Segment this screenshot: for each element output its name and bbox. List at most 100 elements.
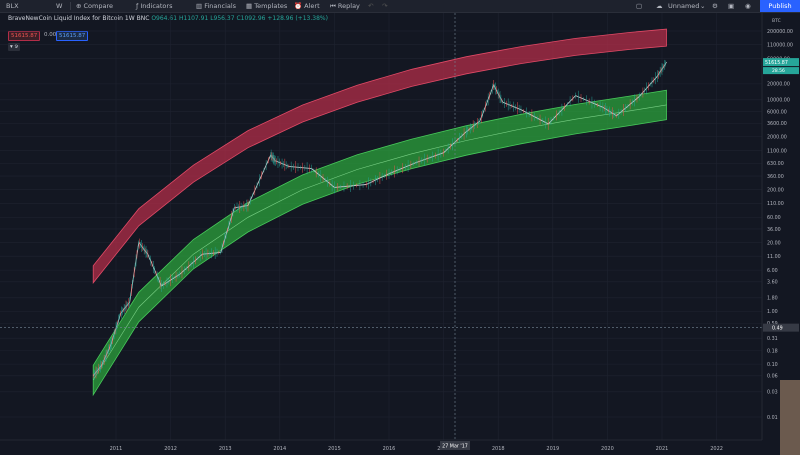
time-tick-label: 2011 [110, 446, 123, 452]
currency-label: BTC [772, 18, 781, 24]
settings-icon[interactable]: ⚙ [712, 2, 718, 10]
time-tick-label: 2021 [656, 446, 669, 452]
financials-button[interactable]: ▥ Financials [196, 0, 236, 12]
crosshair [0, 13, 762, 440]
price-tick-label: 0.18 [767, 348, 778, 354]
price-tick-label: 200000.00 [767, 29, 793, 35]
camera-icon[interactable]: ◉ [745, 2, 751, 10]
price-tick-label: 20000.00 [767, 82, 790, 88]
toolbar-divider [70, 2, 71, 10]
legend-open: O964.61 [151, 15, 178, 22]
value-box-red: 51615.87 [8, 31, 41, 41]
time-tick-label: 2020 [601, 446, 614, 452]
price-tick-label: 110.00 [767, 201, 784, 207]
financials-icon: ▥ [196, 2, 205, 10]
price-tick-label: 110000.00 [767, 43, 793, 49]
time-axis[interactable]: 2011201220132014201520162017201820192020… [0, 439, 800, 455]
price-axis[interactable]: BTC200000.00110000.0060000.0020000.00100… [761, 13, 800, 440]
lower-band [92, 89, 667, 397]
last-price-sub-marker [763, 67, 799, 75]
price-tick-label: 3600.00 [767, 121, 787, 127]
alert-button[interactable]: ⏰ Alert [294, 0, 320, 12]
price-tick-label: 0.06 [767, 374, 778, 380]
chevron-icon: ▾ [10, 44, 15, 50]
price-tick-label: 11.00 [767, 254, 781, 260]
last-price-marker [763, 58, 799, 67]
value-box-mid: 0.00 [44, 32, 57, 38]
cursor-date-label: 27 Mar '17 [442, 444, 468, 450]
compare-label: Compare [83, 2, 114, 10]
price-tick-label: 200.00 [767, 187, 784, 193]
legend-close: C1092.96 [236, 15, 266, 22]
replay-label: Replay [337, 2, 360, 10]
time-axis-background [0, 440, 800, 455]
chart-grid [0, 13, 762, 440]
replay-button[interactable]: ⏮ Replay [330, 0, 360, 12]
price-tick-label: 0.31 [767, 336, 778, 342]
legend-low: L956.37 [210, 15, 235, 22]
undo-icon[interactable]: ↶ [368, 2, 374, 10]
price-tick-label: 1.00 [767, 309, 778, 315]
value-box-blue: 51615.87 [56, 31, 89, 41]
price-tick-label: 2000.00 [767, 135, 787, 141]
price-tick-label: 36.00 [767, 227, 781, 233]
layout-name[interactable]: Unnamed [668, 2, 700, 10]
time-tick-label: 2019 [546, 446, 559, 452]
redo-icon[interactable]: ↷ [382, 2, 388, 10]
indicator-count: 9 [14, 44, 19, 50]
legend-high: H1107.91 [178, 15, 209, 22]
indicators-label: Indicators [140, 2, 173, 10]
time-tick-label: 2012 [164, 446, 177, 452]
replay-icon: ⏮ [330, 2, 338, 10]
symbol-search[interactable]: BLX [6, 0, 19, 12]
price-tick-label: 630.00 [767, 161, 784, 167]
price-tick-label: 1100.00 [767, 148, 787, 154]
publish-button[interactable]: Publish [760, 0, 800, 12]
last-price-label: 51615.87 [765, 60, 788, 66]
indicators-icon: ƒ [136, 2, 141, 10]
price-tick-label: 1.80 [767, 296, 778, 302]
price-chart[interactable]: BTC200000.00110000.0060000.0020000.00100… [0, 13, 800, 455]
price-series [92, 59, 667, 380]
cloud-icon: ☁ [656, 2, 663, 10]
price-tick-label: 0.01 [767, 415, 778, 421]
alarm-icon: ⏰ [294, 2, 305, 10]
cursor-value-label: 0.49 [772, 325, 783, 331]
legend-title: BraveNewCoin Liquid Index for Bitcoin [8, 15, 123, 22]
top-toolbar: BLX W ⊕ Compare ƒ Indicators ▥ Financial… [0, 0, 800, 13]
webcam-overlay [780, 380, 800, 455]
symbol-label: BLX [6, 2, 19, 10]
compare-button[interactable]: ⊕ Compare [76, 0, 113, 12]
indicator-collapse-button[interactable]: ▾ 9 [8, 43, 21, 51]
templates-label: Templates [254, 2, 288, 10]
plus-icon: ⊕ [76, 2, 84, 10]
chart-properties-icon[interactable]: ▣ [728, 2, 735, 10]
price-tick-label: 3.60 [767, 280, 778, 286]
fullscreen-icon[interactable]: ▢ [636, 2, 643, 10]
price-tick-label: 0.10 [767, 362, 778, 368]
chart-legend: BraveNewCoin Liquid Index for Bitcoin 1W… [8, 15, 328, 22]
financials-label: Financials [204, 2, 237, 10]
templates-button[interactable]: ▦ Templates [246, 0, 287, 12]
lower-band-mid [92, 104, 667, 381]
time-tick-label: 2016 [383, 446, 396, 452]
price-tick-label: 6000.00 [767, 109, 787, 115]
cursor-value-marker [763, 323, 799, 332]
cursor-date-marker [440, 441, 470, 450]
legend-change: +128.96 (+13.38%) [267, 15, 328, 22]
legend-interval: 1W [124, 15, 135, 22]
time-tick-label: 2022 [710, 446, 723, 452]
last-price-sub-label: 28.56 [772, 68, 785, 74]
price-tick-label: 20.00 [767, 240, 781, 246]
indicators-button[interactable]: ƒ Indicators [136, 0, 172, 12]
regression-bands [92, 28, 667, 397]
time-tick-label: 2013 [219, 446, 232, 452]
time-tick-label: 2014 [273, 446, 286, 452]
chevron-down-icon[interactable]: ⌄ [700, 2, 706, 10]
interval-button[interactable]: W [56, 2, 63, 10]
upper-band [92, 28, 667, 284]
price-tick-label: 0.03 [767, 390, 778, 396]
price-tick-label: 360.00 [767, 174, 784, 180]
price-tick-label: 10000.00 [767, 98, 790, 104]
templates-icon: ▦ [246, 2, 255, 10]
